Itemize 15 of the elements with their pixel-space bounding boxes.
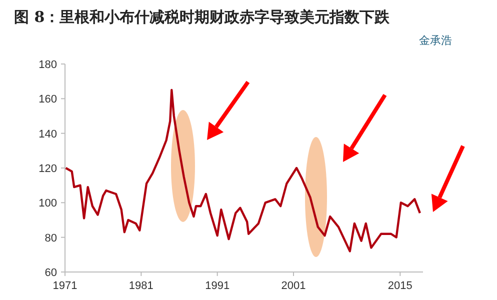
x-tick-label: 1991 — [205, 280, 230, 292]
line-series — [64, 88, 422, 252]
x-tick-label: 2001 — [281, 280, 306, 292]
x-tick-label: 1971 — [52, 280, 78, 292]
y-tick-label: 140 — [38, 128, 57, 140]
y-tick-label: 180 — [38, 59, 57, 71]
y-tick-label: 120 — [38, 163, 57, 175]
y-tick-label: 80 — [44, 232, 57, 244]
y-tick-label: 160 — [38, 94, 57, 106]
x-tick-label: 1981 — [128, 280, 154, 292]
chart-title: 图 8：里根和小布什减税时期财政赤字导致美元指数下跌 — [14, 8, 391, 26]
y-tick-label: 60 — [44, 267, 57, 279]
y-tick-label: 100 — [38, 198, 57, 210]
text: 金承浩 — [419, 34, 452, 47]
x-tick-label: 2015 — [388, 280, 412, 292]
